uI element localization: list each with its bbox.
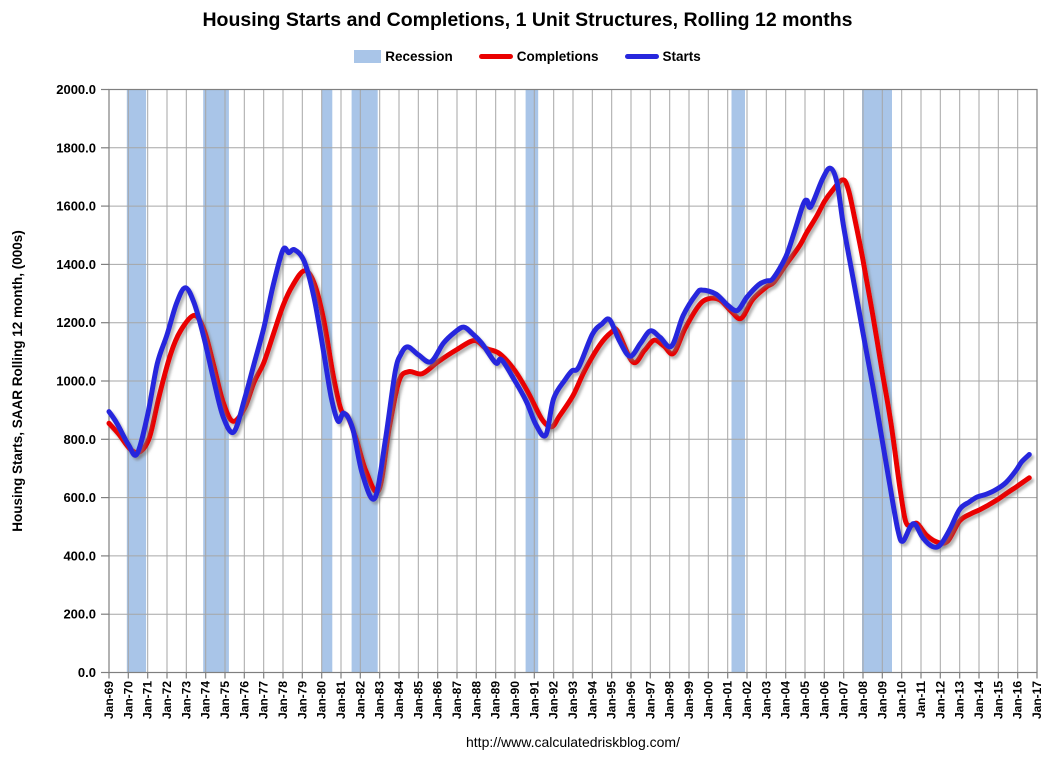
- x-tick-label: Jan-03: [759, 681, 773, 719]
- x-tick-label: Jan-00: [701, 681, 715, 719]
- x-tick-label: Jan-85: [411, 681, 425, 719]
- legend-label-starts: Starts: [662, 49, 701, 64]
- y-tick-label: 400.0: [63, 548, 96, 563]
- x-tick-label: Jan-92: [547, 681, 561, 719]
- x-tick-label: Jan-11: [914, 681, 928, 719]
- x-tick-label: Jan-86: [431, 681, 445, 719]
- y-tick-label: 1600.0: [56, 199, 96, 214]
- x-tick-label: Jan-16: [1011, 681, 1025, 719]
- x-tick-label: Jan-89: [489, 681, 503, 719]
- x-tick-label: Jan-93: [566, 681, 580, 719]
- x-tick-label: Jan-04: [779, 681, 793, 719]
- x-tick-label: Jan-79: [295, 681, 309, 719]
- starts-series-line: [106, 165, 1032, 550]
- legend-label-completions: Completions: [516, 49, 599, 64]
- x-tick-label: Jan-82: [353, 681, 367, 719]
- x-tick-label: Jan-80: [315, 681, 329, 719]
- x-tick-label: Jan-08: [856, 681, 870, 719]
- x-tick-label: Jan-98: [663, 681, 677, 719]
- x-tick-label: Jan-06: [817, 681, 831, 719]
- x-tick-label: Jan-91: [527, 681, 541, 719]
- x-tick-label: Jan-70: [121, 681, 135, 719]
- x-tick-label: Jan-13: [953, 681, 967, 719]
- x-tick-label: Jan-75: [218, 681, 232, 719]
- x-tick-label: Jan-77: [257, 681, 271, 719]
- y-tick-label: 1400.0: [56, 257, 96, 272]
- x-tick-label: Jan-72: [160, 681, 174, 719]
- x-tick-label: Jan-81: [334, 681, 348, 719]
- page-title: Housing Starts and Completions, 1 Unit S…: [202, 9, 853, 31]
- source-url: http://www.calculatedriskblog.com/: [466, 734, 680, 750]
- x-tick-label: Jan-15: [991, 681, 1005, 719]
- completions-line-swatch-icon: [478, 54, 513, 59]
- legend-item-completions: Completions: [478, 49, 599, 64]
- y-axis-title: Housing Starts, SAAR Rolling 12 month, (…: [10, 230, 25, 532]
- completions-series-line: [106, 177, 1032, 546]
- x-tick-label: Jan-97: [643, 681, 657, 719]
- x-tick-label: Jan-94: [585, 681, 599, 719]
- x-tick-label: Jan-74: [199, 681, 213, 719]
- x-tick-label: Jan-90: [508, 681, 522, 719]
- x-tick-label: Jan-99: [682, 681, 696, 719]
- starts-line-swatch-icon: [624, 54, 659, 59]
- x-tick-label: Jan-14: [972, 681, 986, 719]
- legend-item-starts: Starts: [624, 49, 701, 64]
- x-tick-label: Jan-10: [895, 681, 909, 719]
- y-tick-label: 1800.0: [56, 140, 96, 155]
- x-tick-label: Jan-84: [392, 681, 406, 719]
- chart-legend: Recession Completions Starts: [0, 49, 1055, 64]
- x-tick-label: Jan-07: [837, 681, 851, 719]
- x-tick-label: Jan-17: [1030, 681, 1044, 719]
- x-tick-label: Jan-88: [469, 681, 483, 719]
- x-tick-label: Jan-09: [875, 681, 889, 719]
- x-tick-label: Jan-87: [450, 681, 464, 719]
- y-tick-label: 800.0: [63, 432, 96, 447]
- x-tick-label: Jan-05: [798, 681, 812, 719]
- y-tick-label: 200.0: [63, 607, 96, 622]
- x-tick-label: Jan-73: [179, 681, 193, 719]
- y-tick-label: 0.0: [78, 665, 96, 680]
- x-tick-label: Jan-83: [373, 681, 387, 719]
- y-tick-label: 1000.0: [56, 374, 96, 389]
- x-tick-label: Jan-95: [605, 681, 619, 719]
- x-tick-label: Jan-96: [624, 681, 638, 719]
- x-tick-label: Jan-02: [740, 681, 754, 719]
- x-tick-label: Jan-76: [237, 681, 251, 719]
- x-tick-label: Jan-01: [721, 681, 735, 719]
- y-tick-label: 2000.0: [56, 82, 96, 97]
- x-tick-label: Jan-71: [141, 681, 155, 719]
- x-tick-label: Jan-69: [102, 681, 116, 719]
- y-tick-label: 1200.0: [56, 315, 96, 330]
- y-tick-label: 600.0: [63, 490, 96, 505]
- recession-swatch-icon: [354, 50, 382, 63]
- legend-item-recession: Recession: [354, 49, 453, 64]
- x-tick-label: Jan-78: [276, 681, 290, 719]
- legend-label-recession: Recession: [385, 49, 453, 64]
- x-tick-label: Jan-12: [933, 681, 947, 719]
